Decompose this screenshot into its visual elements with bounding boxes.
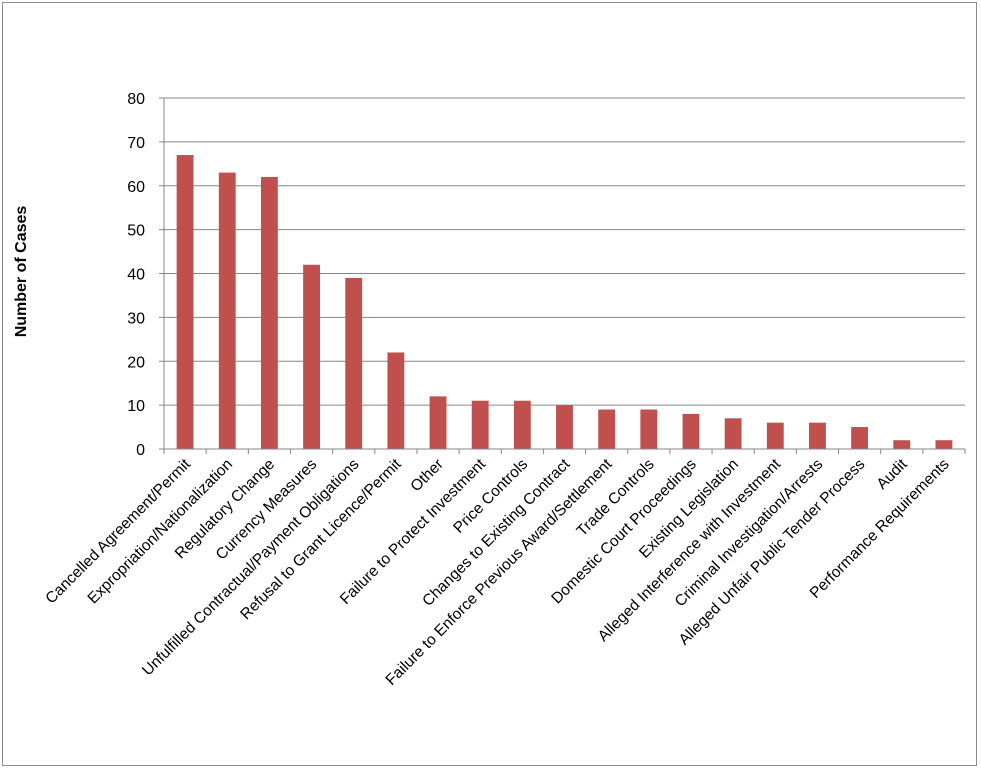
bar bbox=[598, 409, 616, 449]
bar bbox=[724, 418, 742, 449]
x-category-label: Price Controls bbox=[450, 456, 531, 537]
bar bbox=[429, 396, 447, 449]
gridlines bbox=[159, 97, 965, 450]
bar bbox=[809, 422, 826, 449]
x-category-label: Other bbox=[407, 456, 446, 495]
y-tick-label: 80 bbox=[127, 91, 145, 108]
y-tick-labels: 0 10 20 30 40 50 60 70 80 bbox=[127, 91, 145, 459]
y-tick-label: 0 bbox=[136, 442, 145, 459]
bar bbox=[935, 440, 953, 449]
bar bbox=[851, 427, 869, 449]
bar bbox=[640, 409, 658, 449]
y-tick-label: 10 bbox=[127, 398, 145, 415]
bar bbox=[513, 400, 531, 449]
y-tick-label: 30 bbox=[127, 310, 145, 327]
bar bbox=[345, 277, 363, 449]
bar bbox=[303, 264, 320, 449]
bar bbox=[682, 413, 700, 449]
bar bbox=[176, 155, 194, 450]
bar bbox=[218, 172, 236, 449]
y-tick-label: 20 bbox=[127, 354, 145, 371]
bar bbox=[556, 405, 573, 450]
x-category-labels: Cancelled Agreement/PermitExpropriation/… bbox=[42, 455, 953, 688]
bar bbox=[471, 400, 489, 449]
bar bbox=[387, 352, 405, 449]
y-tick-label: 70 bbox=[127, 135, 145, 152]
y-axis-title: Number of Cases bbox=[13, 206, 30, 338]
x-category-label: Audit bbox=[874, 455, 911, 492]
y-tick-label: 60 bbox=[127, 179, 145, 196]
y-tick-label: 40 bbox=[127, 267, 145, 284]
y-tick-label: 50 bbox=[127, 223, 145, 240]
bar bbox=[766, 422, 784, 449]
bar bbox=[893, 440, 911, 449]
bars bbox=[163, 155, 966, 454]
bar bbox=[260, 176, 278, 449]
